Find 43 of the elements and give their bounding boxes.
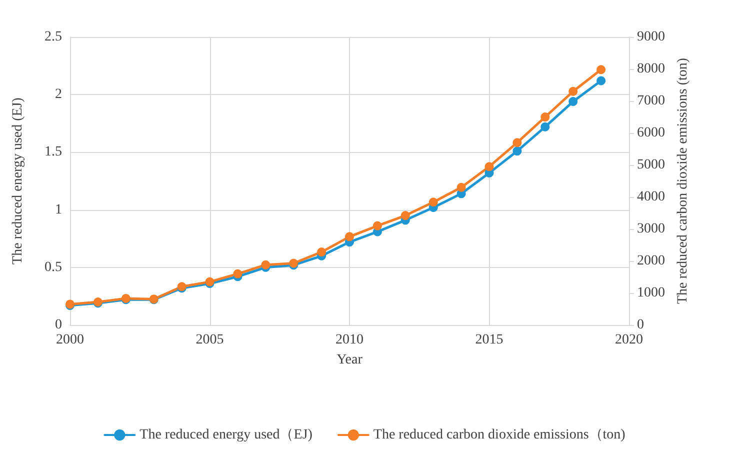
- point: [596, 76, 606, 86]
- point: [400, 211, 410, 220]
- point: [596, 65, 606, 74]
- legend-label: The reduced energy used（EJ): [140, 428, 313, 442]
- point: [345, 232, 354, 242]
- y2-tick-label: 6000: [637, 126, 665, 140]
- point: [540, 122, 550, 132]
- y-tick-label: 0: [55, 318, 62, 332]
- y2-tick-label: 5000: [637, 158, 665, 172]
- y-axis-title: The reduced energy used (EJ): [10, 97, 26, 264]
- point: [540, 112, 550, 122]
- legend-label: The reduced carbon dioxide emissions（ton): [373, 428, 626, 442]
- y2-tick-label: 1000: [637, 286, 665, 300]
- y2-axis-title: The reduced carbon dioxide emissions (ton): [675, 58, 690, 304]
- y2-tick-label: 7000: [637, 94, 665, 108]
- y2-tick-label: 3000: [637, 222, 665, 236]
- y2-tick-label: 8000: [637, 62, 665, 76]
- point: [484, 162, 494, 172]
- x-tick-label: 2000: [56, 332, 84, 348]
- y2-tick-label: 0: [637, 318, 644, 332]
- y2-tick-label: 9000: [637, 30, 665, 44]
- point: [317, 248, 326, 257]
- y2-tick-label: 4000: [637, 190, 665, 204]
- y-tick-label: 2: [55, 87, 62, 102]
- y2-tick-label: 2000: [637, 254, 665, 268]
- y-tick-label: 1: [55, 202, 62, 218]
- x-tick-label: 2020: [615, 332, 643, 348]
- y-tick-label: 0.5: [44, 260, 62, 275]
- y-tick-label: 1.5: [44, 144, 62, 160]
- point: [261, 260, 270, 270]
- point: [512, 138, 522, 148]
- x-tick-label: 2005: [196, 332, 224, 348]
- point: [512, 146, 522, 156]
- point: [372, 221, 382, 230]
- point: [456, 182, 466, 192]
- y-tick-label: 2.5: [44, 30, 62, 44]
- point: [428, 198, 438, 207]
- x-tick-label: 2010: [336, 332, 364, 348]
- x-tick-label: 2015: [475, 332, 504, 348]
- x-axis-title: Year: [336, 352, 363, 368]
- point: [568, 86, 578, 96]
- point: [568, 97, 578, 106]
- point: [233, 269, 242, 278]
